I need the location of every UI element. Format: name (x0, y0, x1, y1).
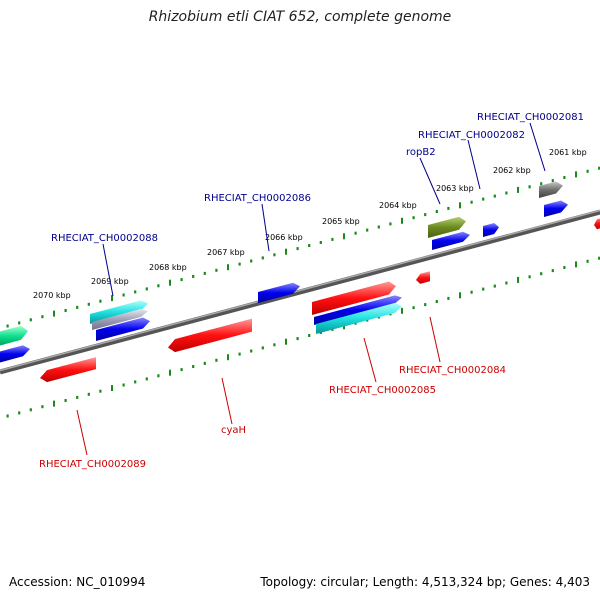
tick-tracks (6, 166, 600, 418)
genome-backbone (0, 209, 600, 375)
accession-text: Accession: NC_010994 (9, 575, 146, 589)
gene-feature (432, 231, 470, 250)
gene-label: RHECIAT_CH0002082 (418, 130, 525, 141)
gene-feature (258, 282, 300, 303)
scale-label: 2067 kbp (207, 248, 245, 257)
gene-feature (312, 281, 396, 315)
scale-label: 2068 kbp (149, 263, 187, 272)
gene-feature (539, 181, 563, 199)
gene-feature (416, 271, 430, 284)
gene-feature (316, 302, 402, 334)
gene-feature (0, 325, 28, 346)
scale-label: 2061 kbp (549, 148, 587, 157)
scale-label: 2065 kbp (322, 217, 360, 226)
gene-feature (314, 295, 402, 325)
gene-label: cyaH (221, 425, 246, 436)
scale-label: 2070 kbp (33, 291, 71, 300)
gene-label: RHECIAT_CH0002088 (51, 233, 158, 244)
gene-features (0, 181, 600, 383)
scale-label: 2064 kbp (379, 201, 417, 210)
scale-label: 2066 kbp (265, 233, 303, 242)
gene-feature (168, 318, 252, 353)
map-title: Rhizobium etli CIAT 652, complete genome (148, 9, 452, 25)
gene-feature (483, 223, 499, 238)
gene-feature (96, 317, 150, 341)
gene-feature (544, 200, 568, 217)
scale-label: 2062 kbp (493, 166, 531, 175)
gene-label: RHECIAT_CH0002081 (477, 112, 584, 123)
topology-text: Topology: circular; Length: 4,513,324 bp… (260, 575, 590, 589)
callout-lines (76, 122, 546, 456)
gene-label: RHECIAT_CH0002084 (399, 365, 506, 376)
gene-feature (39, 357, 96, 383)
gene-feature (0, 345, 30, 363)
scale-labels: 2070 kbp 2069 kbp 2068 kbp 2067 kbp 2066… (33, 148, 587, 300)
gene-feature (92, 308, 148, 330)
gene-label: RHECIAT_CH0002086 (204, 193, 311, 204)
gene-label: ropB2 (406, 147, 436, 158)
reverse-gene-labels: RHECIAT_CH0002089 cyaH RHECIAT_CH0002085… (39, 365, 506, 470)
gene-feature (90, 300, 148, 324)
gene-label: RHECIAT_CH0002089 (39, 459, 146, 470)
forward-gene-labels: RHECIAT_CH0002088 RHECIAT_CH0002086 ropB… (51, 112, 584, 244)
gene-feature (594, 218, 600, 230)
gene-feature (428, 216, 466, 239)
gene-label: RHECIAT_CH0002085 (329, 385, 436, 396)
scale-label: 2063 kbp (436, 184, 474, 193)
